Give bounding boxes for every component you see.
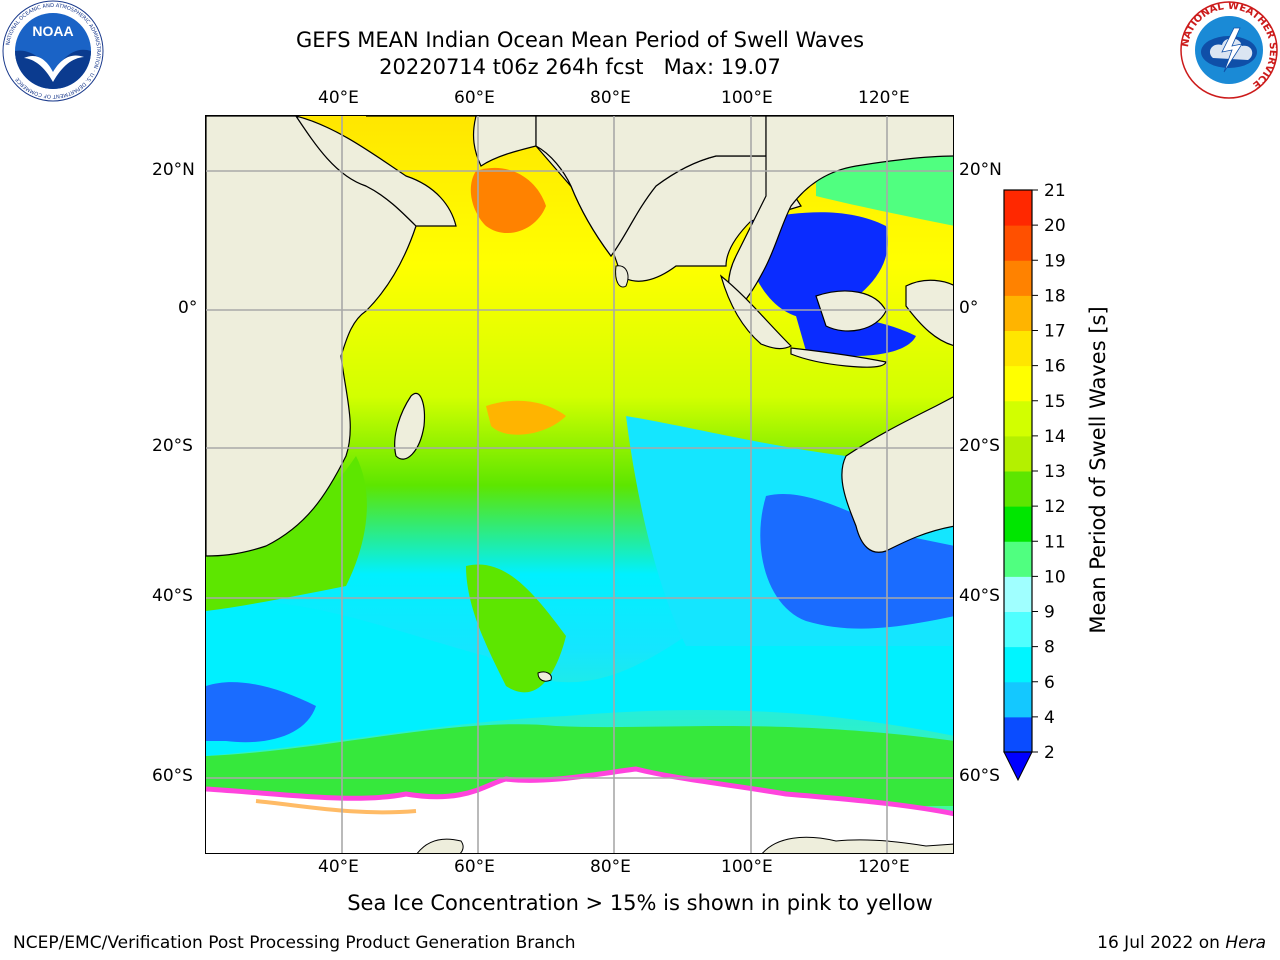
graticule <box>206 116 953 853</box>
colorbar-swatch-11 <box>1004 506 1032 542</box>
lon-label-bottom-80e: 80°E <box>590 857 631 877</box>
colorbar-swatch-6 <box>1004 646 1032 683</box>
colorbar-swatch-13 <box>1004 435 1032 472</box>
colorbar-tick-label-21: 21 <box>1044 181 1066 201</box>
arabian-sea-orange-patch <box>470 167 546 234</box>
colorbar-swatch-19 <box>1004 225 1032 261</box>
colorbar-tick-label-20: 20 <box>1044 216 1066 236</box>
colorbar-tick-label-11: 11 <box>1044 532 1066 552</box>
noaa-logo-icon: NOAA NATIONAL OCEANIC AND ATMOSPHERIC AD… <box>2 0 104 102</box>
lon-label-top-60e: 60°E <box>454 88 495 108</box>
colorbar: 2 4 6 8 9 10 11 12 13 14 15 16 17 18 19 20 21 <box>1003 181 1066 782</box>
colorbar-tick-label-10: 10 <box>1044 567 1066 587</box>
colorbar-swatch-2 <box>1004 716 1032 753</box>
australia-land <box>841 396 953 553</box>
southern-green-band <box>206 724 953 806</box>
noaa-logo-text: NOAA <box>32 23 73 39</box>
sri-lanka <box>615 265 629 288</box>
lat-label-left-40s: 40°S <box>152 586 193 606</box>
colorbar-tick-label-13: 13 <box>1044 462 1066 482</box>
colorbar-swatch-17 <box>1004 295 1032 331</box>
colorbar-tick-label-19: 19 <box>1044 251 1066 271</box>
colorbar-swatch-18 <box>1004 260 1032 296</box>
sulawesi-region <box>905 279 953 346</box>
colorbar-swatch-20 <box>1004 190 1032 226</box>
australia-blue-patch <box>760 494 953 629</box>
footer-host: Hera <box>1225 933 1266 953</box>
central-green-tongue <box>466 564 566 693</box>
lon-label-bottom-100e: 100°E <box>721 857 773 877</box>
antarctica-coast-1 <box>416 838 464 853</box>
sea-ice-edge <box>206 766 953 817</box>
colorbar-outline <box>1003 189 1033 753</box>
colorbar-swatch-15 <box>1004 365 1032 402</box>
lon-label-top-40e: 40°E <box>318 88 359 108</box>
madagascar <box>394 392 426 460</box>
colorbar-tick-label-14: 14 <box>1044 427 1066 447</box>
colorbar-tick-label-12: 12 <box>1044 497 1066 517</box>
ocean-map <box>205 115 954 854</box>
colorbar-swatch-16 <box>1004 330 1032 367</box>
lat-label-right-20n: 20°N <box>959 160 1002 180</box>
swell-period-map <box>206 116 953 853</box>
map-subtitle: 20220714 t06z 264h fcst Max: 19.07 <box>379 55 781 79</box>
footer-date-text: 16 Jul 2022 on <box>1097 933 1220 953</box>
lon-label-top-120e: 120°E <box>858 88 910 108</box>
colorbar-tick-label-9: 9 <box>1044 603 1055 623</box>
colorbar-tick-label-2: 2 <box>1044 743 1055 763</box>
colorbar-tick-label-18: 18 <box>1044 286 1066 306</box>
kerguelen-island <box>537 671 552 682</box>
sea-ice-note: Sea Ice Concentration > 15% is shown in … <box>347 891 933 915</box>
iran-land <box>366 116 537 167</box>
sea-ice-yellow <box>255 799 417 815</box>
lat-label-right-40s: 40°S <box>959 586 1000 606</box>
lon-label-top-100e: 100°E <box>721 88 773 108</box>
colorbar-extend-arrow <box>1003 751 1033 782</box>
java <box>790 347 887 368</box>
lat-label-left-0: 0° <box>178 298 198 318</box>
colorbar-label: Mean Period of Swell Waves [s] <box>1086 306 1110 634</box>
colorbar-tick-label-6: 6 <box>1044 673 1055 693</box>
southeast-asia-land <box>727 116 953 312</box>
colorbar-ticks: 2 4 6 8 9 10 11 12 13 14 15 16 17 18 19 20 21 <box>1032 181 1066 763</box>
colorbar-swatch-12 <box>1004 471 1032 507</box>
colorbar-tick-label-17: 17 <box>1044 322 1066 342</box>
colorbar-swatches <box>1004 190 1032 753</box>
lat-label-right-20s: 20°S <box>959 436 1000 456</box>
nws-logo-icon: NATIONAL WEATHER SERVICE <box>1180 1 1278 99</box>
colorbar-swatch-14 <box>1004 400 1032 437</box>
colorbar-swatch-10 <box>1004 541 1032 577</box>
colorbar-tick-label-4: 4 <box>1044 708 1055 728</box>
lon-label-bottom-120e: 120°E <box>858 857 910 877</box>
central-orange-patch <box>486 400 566 435</box>
sumatra <box>719 274 793 350</box>
borneo <box>815 290 887 332</box>
colorbar-swatch-9 <box>1004 576 1032 612</box>
lat-label-right-0: 0° <box>959 298 979 318</box>
lon-label-top-80e: 80°E <box>590 88 631 108</box>
colorbar-tick-label-16: 16 <box>1044 357 1066 377</box>
footer-date: 16 Jul 2022 on Hera <box>1097 933 1266 953</box>
lat-label-left-20n: 20°N <box>152 160 195 180</box>
lat-label-right-60s: 60°S <box>959 766 1000 786</box>
lat-label-left-20s: 20°S <box>152 436 193 456</box>
south-west-blue-patch <box>206 682 316 743</box>
colorbar-swatch-8 <box>1004 611 1032 648</box>
lon-label-bottom-40e: 40°E <box>318 857 359 877</box>
footer-credit: NCEP/EMC/Verification Post Processing Pr… <box>13 933 576 953</box>
lon-label-bottom-60e: 60°E <box>454 857 495 877</box>
antarctic-white <box>206 771 953 853</box>
colorbar-swatch-4 <box>1004 681 1032 718</box>
lat-label-left-60s: 60°S <box>152 766 193 786</box>
antarctica-coast-2 <box>762 836 953 853</box>
colorbar-tick-label-15: 15 <box>1044 392 1066 412</box>
map-title: GEFS MEAN Indian Ocean Mean Period of Sw… <box>295 28 865 52</box>
colorbar-tick-label-8: 8 <box>1044 638 1055 658</box>
